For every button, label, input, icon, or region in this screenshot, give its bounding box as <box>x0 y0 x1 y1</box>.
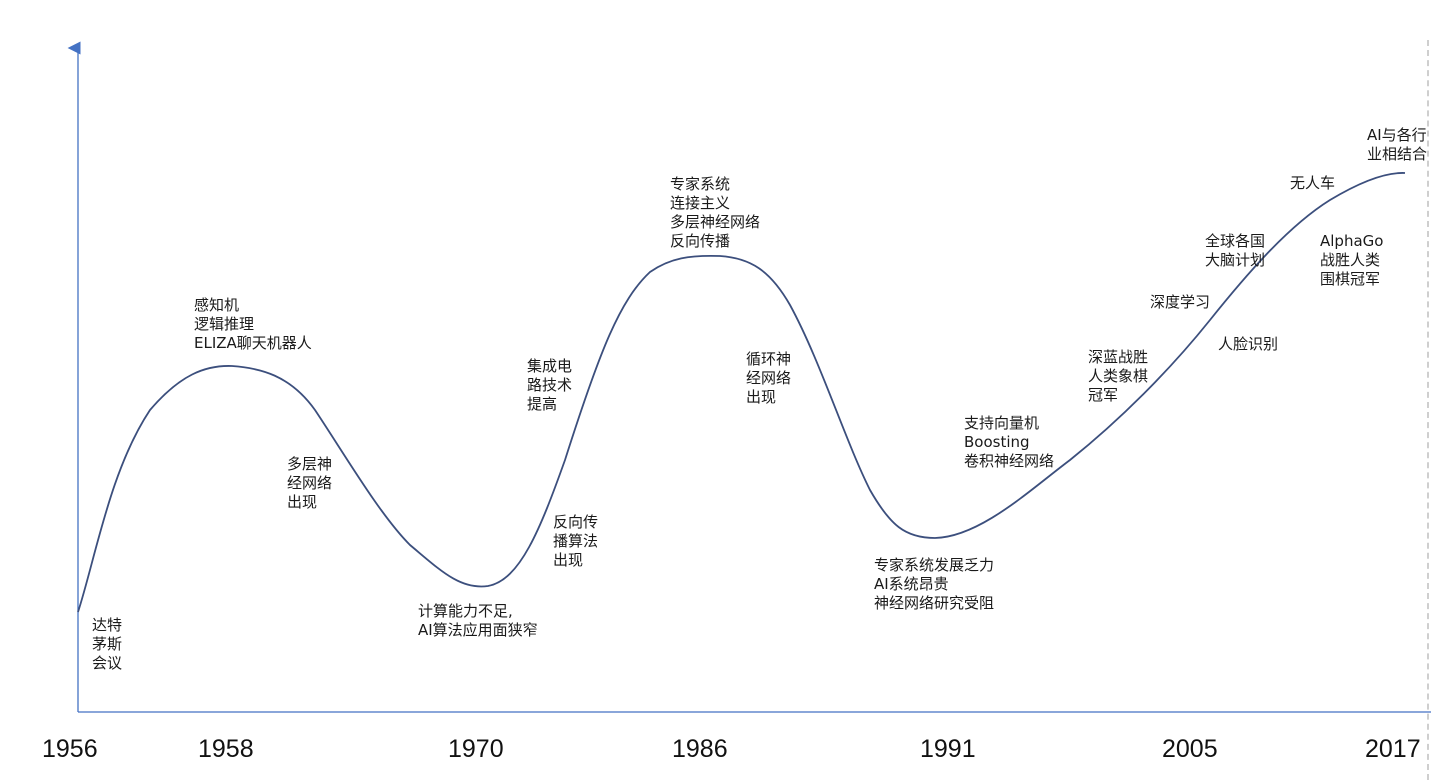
year-label-1986: 1986 <box>672 735 728 763</box>
event-multilayer-nn: 多层神 经网络 出现 <box>287 455 333 511</box>
event-ai-industry: AI与各行 业相结合 <box>1367 126 1428 163</box>
event-brain-plan: 全球各国 大脑计划 <box>1205 232 1266 269</box>
year-label-1958: 1958 <box>198 735 254 763</box>
event-expert-systems: 专家系统 连接主义 多层神经网络 反向传播 <box>670 175 761 250</box>
year-label-2005: 2005 <box>1162 735 1218 763</box>
event-alphago: AlphaGo 战胜人类 围棋冠军 <box>1320 232 1384 288</box>
event-expert-decline: 专家系统发展乏力 AI系统昂贵 神经网络研究受阻 <box>874 556 995 612</box>
event-face-recognition: 人脸识别 <box>1218 335 1279 353</box>
event-perceptron: 感知机 逻辑推理 ELIZA聊天机器人 <box>194 296 312 352</box>
right-edge-rule <box>1427 40 1429 780</box>
event-dartmouth: 达特 茅斯 会议 <box>92 616 123 672</box>
event-driverless: 无人车 <box>1290 174 1336 192</box>
year-label-1956: 1956 <box>42 735 98 763</box>
year-label-1991: 1991 <box>920 735 976 763</box>
event-backprop-algo: 反向传 播算法 出现 <box>553 513 599 569</box>
year-label-1970: 1970 <box>448 735 504 763</box>
year-label-2017: 2017 <box>1365 735 1421 763</box>
event-deep-blue: 深蓝战胜 人类象棋 冠军 <box>1088 348 1149 404</box>
event-circuit-tech: 集成电 路技术 提高 <box>527 357 573 413</box>
event-deep-learning: 深度学习 <box>1150 293 1211 311</box>
event-compute-shortage: 计算能力不足, AI算法应用面狭窄 <box>418 602 538 639</box>
development-curve <box>77 172 1406 613</box>
event-svm: 支持向量机 Boosting 卷积神经网络 <box>964 414 1055 470</box>
event-rnn: 循环神 经网络 出现 <box>746 350 792 406</box>
